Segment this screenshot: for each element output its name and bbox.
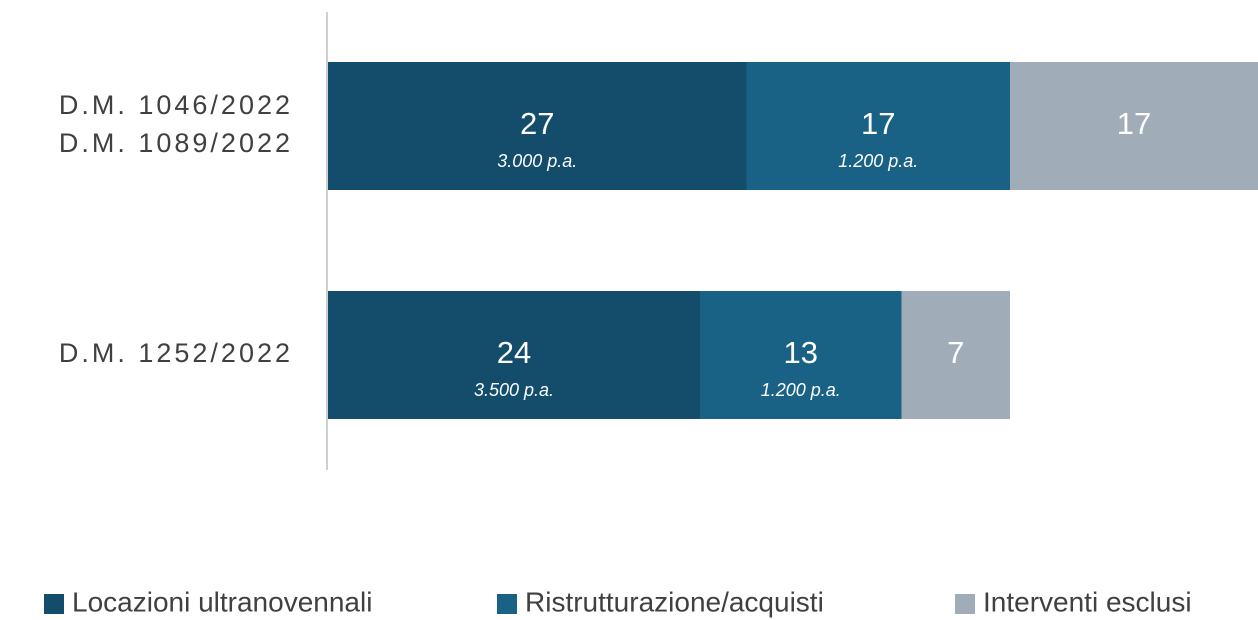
category-label: D.M. 1089/2022: [59, 128, 293, 158]
sub-label: 3.500 p.a.: [474, 380, 554, 400]
legend-swatch: [955, 594, 975, 614]
legend-swatch: [497, 594, 517, 614]
legend-swatch: [44, 594, 64, 614]
value-label: 24: [497, 335, 531, 370]
value-label: 17: [1117, 106, 1151, 141]
value-label: 17: [861, 106, 895, 141]
legend-label: Interventi esclusi: [983, 586, 1192, 617]
sub-label: 1.200 p.a.: [838, 151, 918, 171]
bar-segment: [328, 62, 747, 190]
category-label: D.M. 1046/2022: [59, 90, 293, 120]
value-label: 7: [947, 335, 964, 370]
bar-segment: [328, 291, 700, 419]
legend-label: Locazioni ultranovennali: [72, 586, 372, 617]
sub-label: 1.200 p.a.: [761, 380, 841, 400]
bar-segment: [700, 291, 902, 419]
bar-segment: [746, 62, 1010, 190]
bar-segment: [901, 291, 1010, 419]
legend-label: Ristrutturazione/acquisti: [525, 586, 824, 617]
category-label: D.M. 1252/2022: [59, 338, 293, 368]
value-label: 27: [520, 106, 554, 141]
value-label: 13: [784, 335, 818, 370]
bar-segment: [1010, 62, 1258, 190]
sub-label: 3.000 p.a.: [497, 151, 577, 171]
